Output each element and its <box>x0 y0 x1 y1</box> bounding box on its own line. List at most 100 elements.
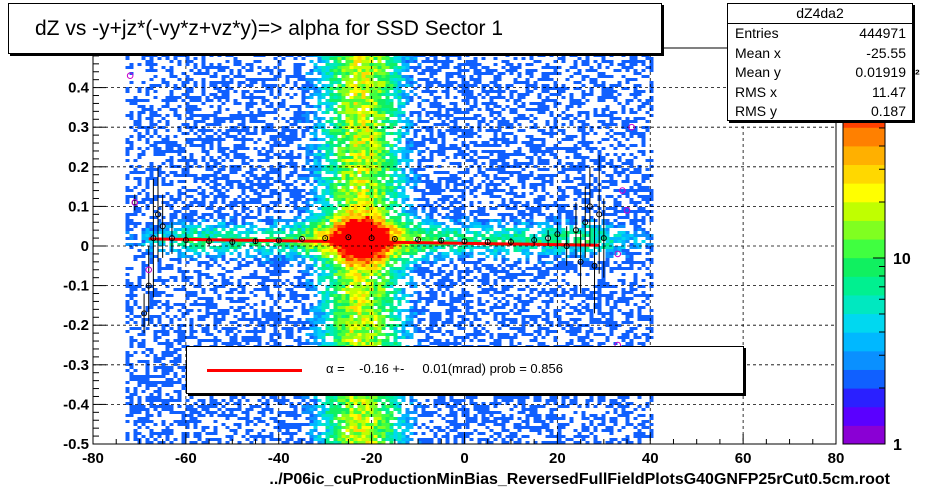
density-cell <box>329 270 334 273</box>
density-cell <box>249 291 254 294</box>
density-cell <box>361 102 366 105</box>
density-cell <box>137 276 142 279</box>
density-cell <box>181 330 186 333</box>
density-cell <box>241 129 246 132</box>
density-cell <box>237 426 242 429</box>
density-cell <box>329 90 334 93</box>
density-cell <box>293 117 298 120</box>
density-cell <box>193 408 198 411</box>
density-cell <box>145 411 150 414</box>
density-cell <box>221 276 226 279</box>
density-cell <box>301 63 306 66</box>
density-cell <box>189 144 194 147</box>
density-cell <box>193 120 198 123</box>
density-cell <box>225 93 230 96</box>
density-cell <box>321 231 326 234</box>
density-cell <box>141 375 146 378</box>
density-cell <box>137 378 142 381</box>
density-cell <box>149 351 154 354</box>
density-cell <box>141 150 146 153</box>
density-cell <box>365 99 370 102</box>
density-cell <box>361 441 366 444</box>
density-cell <box>289 189 294 192</box>
density-cell <box>249 222 254 225</box>
density-cell <box>201 150 206 153</box>
density-cell <box>181 54 186 57</box>
density-cell <box>353 153 358 156</box>
density-cell <box>345 87 350 90</box>
density-cell <box>281 189 286 192</box>
density-cell <box>357 288 362 291</box>
density-cell <box>157 222 162 225</box>
density-cell <box>285 315 290 318</box>
density-cell <box>217 129 222 132</box>
density-cell <box>173 111 178 114</box>
density-cell <box>285 441 290 444</box>
density-cell <box>181 192 186 195</box>
density-cell <box>373 57 378 60</box>
density-cell <box>205 99 210 102</box>
density-cell <box>297 207 302 210</box>
density-cell <box>233 198 238 201</box>
density-cell <box>173 75 178 78</box>
density-cell <box>149 201 154 204</box>
density-cell <box>141 252 146 255</box>
density-cell <box>217 273 222 276</box>
density-cell <box>353 141 358 144</box>
density-cell <box>301 228 306 231</box>
density-cell <box>157 279 162 282</box>
density-cell <box>341 69 346 72</box>
density-cell <box>161 180 166 183</box>
density-cell <box>329 102 334 105</box>
density-cell <box>205 240 210 243</box>
density-cell <box>353 234 358 237</box>
density-cell <box>325 297 330 300</box>
density-cell <box>257 201 262 204</box>
density-cell <box>165 231 170 234</box>
density-cell <box>369 123 374 126</box>
density-cell <box>145 63 150 66</box>
density-cell <box>137 207 142 210</box>
density-cell <box>317 414 322 417</box>
density-cell <box>265 252 270 255</box>
density-cell <box>357 264 362 267</box>
density-cell <box>213 279 218 282</box>
density-cell <box>353 192 358 195</box>
density-cell <box>365 438 370 441</box>
density-cell <box>261 402 266 405</box>
density-cell <box>313 90 318 93</box>
density-cell <box>305 120 310 123</box>
density-cell <box>137 201 142 204</box>
density-cell <box>281 132 286 135</box>
density-cell <box>153 225 158 228</box>
density-cell <box>165 84 170 87</box>
density-cell <box>277 69 282 72</box>
density-cell <box>229 276 234 279</box>
density-cell <box>353 432 358 435</box>
density-cell <box>205 231 210 234</box>
density-cell <box>257 78 262 81</box>
density-cell <box>193 225 198 228</box>
density-cell <box>265 342 270 345</box>
density-cell <box>329 93 334 96</box>
density-cell <box>285 393 290 396</box>
density-cell <box>197 69 202 72</box>
density-cell <box>313 213 318 216</box>
density-cell <box>169 72 174 75</box>
density-cell <box>321 102 326 105</box>
density-cell <box>317 312 322 315</box>
density-cell <box>185 165 190 168</box>
density-cell <box>133 423 138 426</box>
density-cell <box>177 303 182 306</box>
density-cell <box>353 237 358 240</box>
density-cell <box>277 201 282 204</box>
density-cell <box>365 297 370 300</box>
density-cell <box>297 210 302 213</box>
density-cell <box>361 246 366 249</box>
density-cell <box>285 258 290 261</box>
density-cell <box>241 315 246 318</box>
density-cell <box>341 111 346 114</box>
density-cell <box>301 183 306 186</box>
density-cell <box>361 174 366 177</box>
density-cell <box>313 156 318 159</box>
